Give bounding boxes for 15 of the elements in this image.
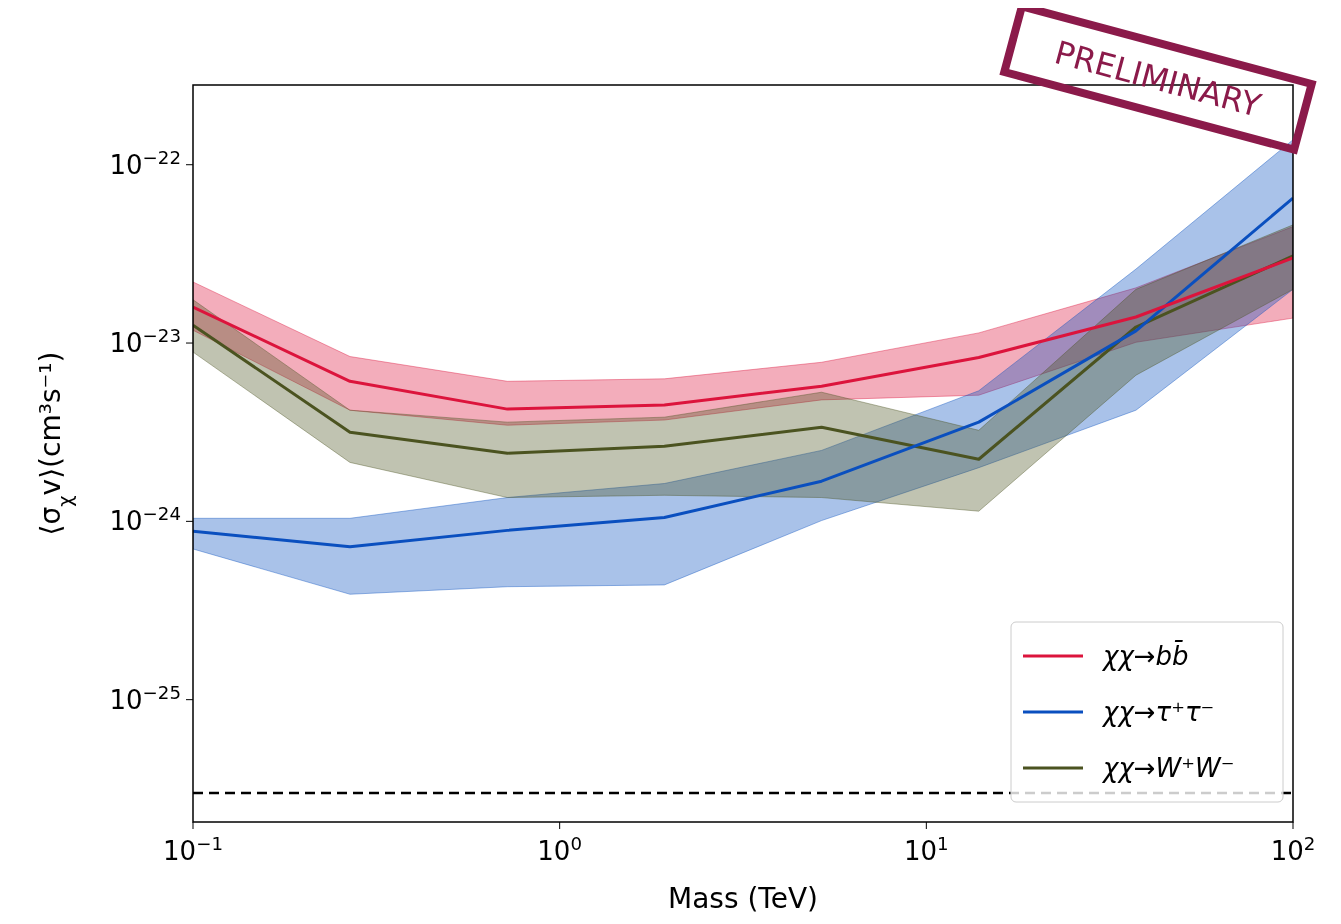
legend-label: χχ→τ⁺τ⁻: [1101, 697, 1215, 727]
x-tick-label: 10$^{1}$: [904, 832, 949, 866]
y-tick-label: 10$^{−25}$: [109, 681, 181, 715]
x-tick-label: 10$^{2}$: [1270, 832, 1316, 866]
x-tick-label: 10$^{−1}$: [163, 832, 223, 866]
line-series: [193, 256, 1293, 411]
legend-label: χχ→bb̄: [1101, 640, 1189, 671]
y-tick-label: 10$^{−23}$: [109, 324, 181, 359]
y-tick-label: 10$^{−24}$: [109, 502, 181, 537]
line-series: [193, 254, 1293, 461]
x-axis-title: Mass (TeV): [668, 882, 818, 915]
line-series: [193, 196, 1293, 549]
y-tick-label: 10$^{−22}$: [109, 146, 181, 180]
legend-label: χχ→W⁺W⁻: [1101, 753, 1235, 783]
x-tick-label: 10$^{0}$: [537, 832, 582, 866]
